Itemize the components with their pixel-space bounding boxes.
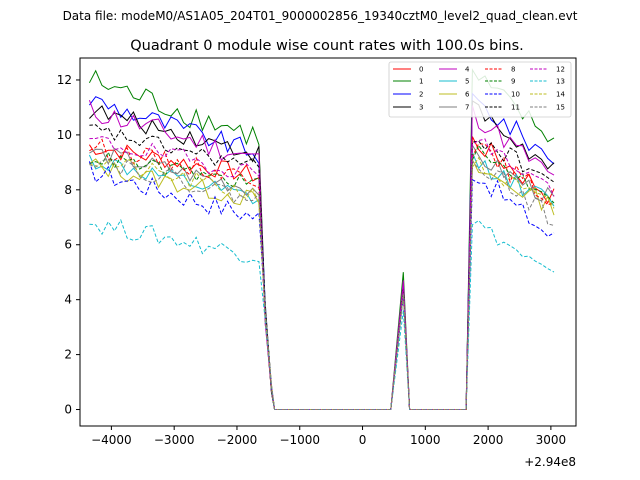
legend-label-12: 12 [556, 66, 565, 74]
legend-label-14: 14 [556, 91, 565, 99]
y-tick-label: 0 [64, 403, 72, 417]
x-tick-label: −1000 [279, 433, 320, 447]
series-line-8 [89, 138, 555, 410]
x-tick-label: 2000 [473, 433, 504, 447]
series-line-13 [89, 218, 555, 410]
series-line-9 [89, 144, 555, 410]
x-tick-label: 0 [359, 433, 367, 447]
series-layer [88, 68, 555, 410]
chart-title: Quadrant 0 module wise count rates with … [130, 38, 524, 54]
legend-label-2: 2 [419, 91, 423, 99]
series-line-14 [89, 156, 555, 410]
legend-label-8: 8 [511, 66, 515, 74]
axes-frame [79, 57, 577, 427]
legend-label-7: 7 [465, 104, 469, 112]
y-tick-label: 10 [57, 128, 72, 142]
y-axis: 0 2 4 6 8 10 12 [57, 73, 80, 417]
legend-label-3: 3 [419, 104, 423, 112]
series-line-12 [89, 136, 555, 410]
legend-label-11: 11 [511, 104, 520, 112]
series-line-7 [89, 143, 555, 410]
y-tick-label: 12 [57, 73, 72, 87]
series-line-2 [89, 92, 555, 410]
legend-label-15: 15 [556, 104, 565, 112]
x-axis: −4000 −3000 −2000 −1000 0 1000 2000 3000 [91, 426, 566, 447]
legend-label-9: 9 [511, 78, 515, 86]
y-tick-label: 2 [64, 348, 72, 362]
legend-label-4: 4 [465, 66, 470, 74]
y-tick-label: 8 [64, 183, 72, 197]
legend-label-1: 1 [419, 78, 423, 86]
series-line-0 [88, 136, 555, 410]
series-line-11 [89, 124, 555, 410]
file-suptitle: Data file: modeM0/AS1A05_204T01_90000028… [63, 9, 578, 23]
x-tick-label: −3000 [154, 433, 195, 447]
y-tick-label: 4 [64, 293, 72, 307]
series-line-3 [89, 100, 555, 410]
series-line-15 [89, 158, 555, 410]
legend-label-5: 5 [465, 78, 469, 86]
legend-frame [388, 61, 572, 118]
series-line-4 [88, 100, 555, 410]
x-tick-label: −2000 [217, 433, 258, 447]
legend-label-0: 0 [419, 66, 423, 74]
series-line-6 [89, 158, 555, 410]
y-tick-label: 6 [64, 238, 72, 252]
plot-area: −4000 −3000 −2000 −1000 0 1000 2000 3000 0 2 4 6 8 1… [57, 57, 577, 447]
legend-label-10: 10 [511, 91, 520, 99]
legend-label-13: 13 [556, 78, 565, 86]
x-offset-label: +2.94e8 [524, 455, 576, 469]
series-line-10 [88, 161, 555, 410]
x-tick-label: 1000 [410, 433, 441, 447]
legend-label-6: 6 [465, 91, 470, 99]
series-line-5 [88, 152, 555, 410]
x-tick-label: 3000 [536, 433, 567, 447]
x-tick-label: −4000 [91, 433, 132, 447]
